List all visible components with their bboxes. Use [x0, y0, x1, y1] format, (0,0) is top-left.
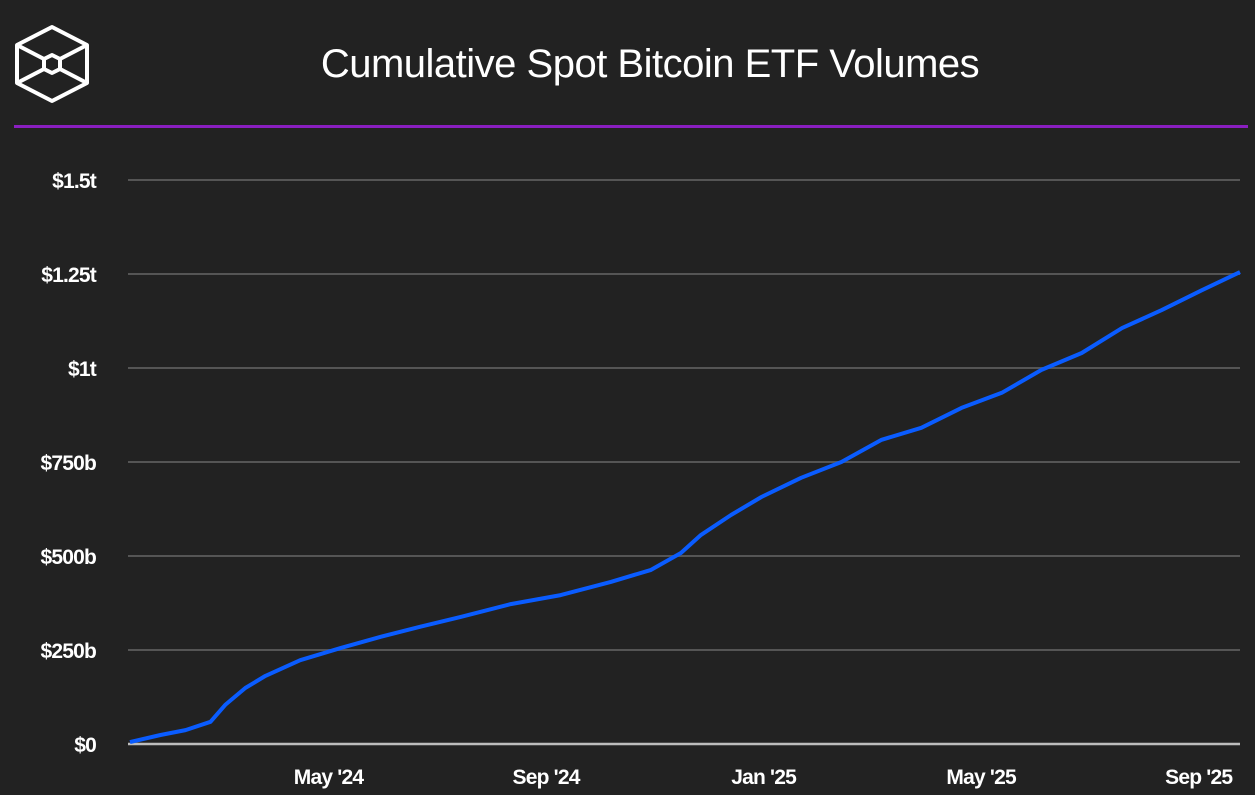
y-tick-label: $500b — [40, 546, 96, 569]
x-tick-label: Jan '25 — [731, 766, 797, 789]
y-tick-label: $250b — [40, 640, 96, 663]
x-tick-label: Sep '25 — [1165, 766, 1233, 789]
x-tick-label: May '25 — [946, 766, 1017, 789]
y-tick-label: $0 — [74, 734, 96, 757]
x-tick-label: Sep '24 — [512, 766, 580, 789]
y-tick-label: $1.25t — [41, 264, 97, 287]
y-tick-label: $750b — [40, 452, 96, 475]
header-divider — [14, 125, 1248, 128]
y-tick-label: $1.5t — [52, 170, 97, 193]
chart-title: Cumulative Spot Bitcoin ETF Volumes — [320, 42, 980, 86]
y-tick-label: $1t — [68, 358, 97, 381]
x-tick-label: May '24 — [294, 766, 365, 789]
cube-logo-icon — [14, 24, 90, 109]
series-line — [129, 270, 1241, 745]
